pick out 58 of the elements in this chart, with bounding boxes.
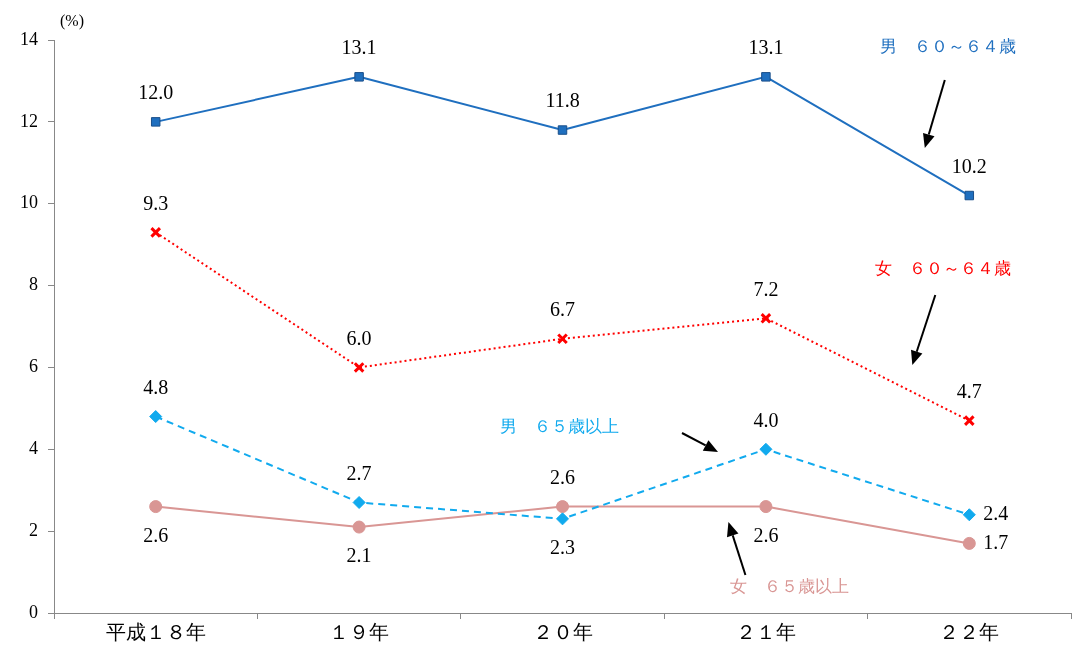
y-tick-label: 4 [29,438,38,459]
y-tick-label: 0 [29,601,38,622]
x-tick-label: 平成１８年 [105,621,206,644]
y-tick-label: 14 [20,28,38,49]
point [556,500,569,514]
y-tick-label: 12 [20,110,38,131]
data-label: 9.3 [143,191,169,214]
x-tick-label: ２１年 [735,621,796,644]
point [353,361,365,374]
point [556,512,569,526]
point [149,500,163,514]
y-tick-label: 6 [29,356,38,377]
data-label: 2.4 [983,502,1009,525]
y-axis-title: (%) [60,12,84,31]
point [149,410,163,424]
point [354,72,364,82]
point [760,312,772,325]
point [964,190,975,201]
text: 男 ６５歳以上 [500,417,619,437]
data-label: 2.7 [346,461,372,484]
data-label: 2.3 [550,536,575,559]
point [150,117,161,127]
x-tick-label: ２０年 [532,621,593,644]
data-label: 12.0 [138,81,174,104]
data-label: 10.2 [951,154,987,177]
point [962,508,976,522]
data-label: 4.7 [956,379,982,402]
point [759,442,773,456]
data-label: 4.8 [143,375,169,398]
data-label: 2.1 [346,544,372,567]
data-label: 1.7 [983,530,1009,553]
y-tick-label: 10 [20,192,38,213]
point [761,72,771,82]
data-label: 7.2 [753,277,779,300]
data-label: 2.6 [753,523,779,546]
point [759,500,773,514]
point [556,333,569,345]
y-tick-label: 2 [29,519,38,540]
data-label: 2.6 [143,523,169,546]
point [557,125,568,135]
data-label: 11.8 [545,89,580,112]
data-label: 4.0 [753,408,779,431]
x-tick-label: １９年 [329,621,390,644]
point [962,536,976,550]
text: 女 ６０～６４歳 [875,259,1011,279]
text: 男 ６０～６４歳 [880,37,1016,57]
y-tick-label: 8 [29,274,38,295]
point [963,414,976,427]
point [352,495,366,509]
data-label: 2.6 [550,465,575,488]
data-label: 13.1 [341,36,377,59]
text: 女 ６５歳以上 [730,577,849,597]
point [149,226,162,239]
data-label: 6.7 [550,298,575,321]
data-label: 13.1 [748,36,784,59]
x-tick-label: ２２年 [939,621,1000,644]
point [352,520,366,534]
data-label: 6.0 [346,326,372,349]
